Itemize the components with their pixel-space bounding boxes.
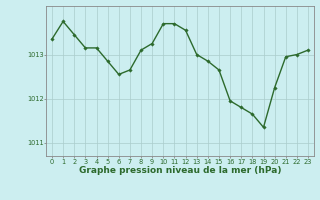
X-axis label: Graphe pression niveau de la mer (hPa): Graphe pression niveau de la mer (hPa) [79, 166, 281, 175]
